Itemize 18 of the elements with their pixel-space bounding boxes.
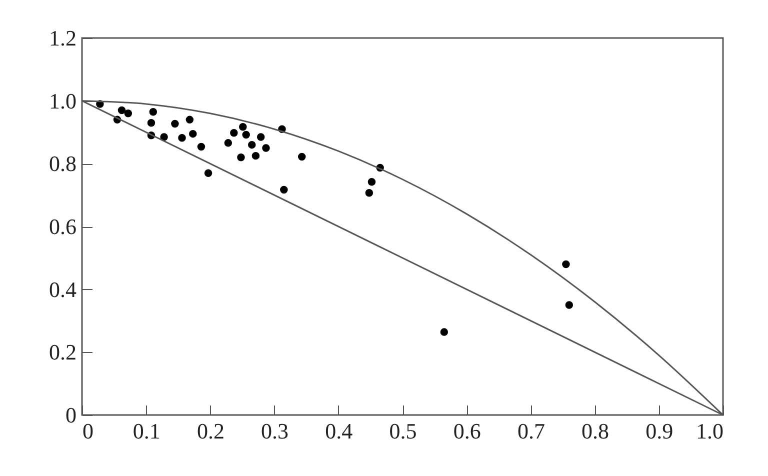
x-tick-label: 0.8 — [582, 418, 610, 444]
x-tick-label: 0.5 — [389, 418, 417, 444]
y-tick-label: 0.8 — [49, 151, 76, 176]
x-tick-label: 0.9 — [646, 418, 674, 444]
x-tick-label: 0.2 — [196, 418, 224, 444]
y-tick-label: 1.0 — [49, 88, 76, 114]
x-tick-label: 0.6 — [453, 418, 481, 444]
x-tick-label: 0.3 — [261, 418, 289, 444]
x-tick-label: 0.7 — [517, 418, 545, 444]
y-tick-label: 1.2 — [49, 26, 76, 50]
x-tick-label: 1.0 — [696, 418, 724, 444]
x-tick-label: 0.4 — [325, 418, 353, 444]
x-tick-label: 0.1 — [132, 418, 160, 444]
y-tick-label: 0.2 — [49, 340, 76, 365]
y-tick-label: 0 — [66, 402, 76, 428]
x-tick-label: 0 — [82, 418, 94, 444]
y-tick-label: 0.4 — [49, 276, 76, 302]
y-tick-label: 0.6 — [49, 214, 76, 239]
